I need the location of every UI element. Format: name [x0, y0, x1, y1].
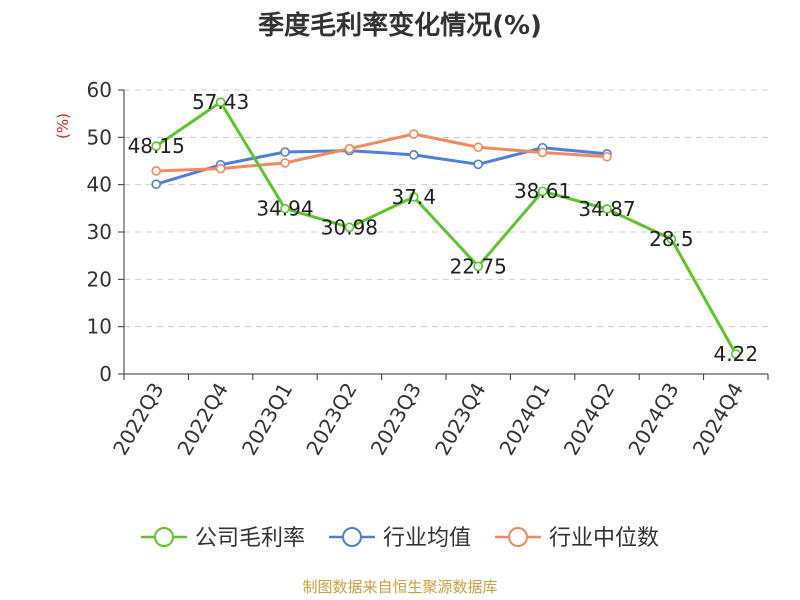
x-tick-label: 2022Q3	[108, 379, 168, 460]
legend-item: 行业中位数	[495, 526, 659, 551]
data-point	[280, 147, 290, 157]
x-tick-label: 2024Q2	[559, 379, 619, 460]
data-point	[666, 234, 677, 244]
data-point	[280, 158, 290, 168]
data-point	[537, 147, 548, 158]
x-tick-label: 2023Q4	[430, 379, 490, 460]
legend-swatch-marker	[342, 527, 362, 547]
x-tick-label: 2023Q1	[237, 379, 297, 460]
legend-item: 公司毛利率	[141, 526, 305, 551]
data-point	[344, 143, 355, 154]
legend-label: 公司毛利率	[195, 526, 305, 551]
data-point	[602, 151, 612, 162]
data-point	[408, 129, 419, 139]
data-label: 37.4	[392, 185, 437, 209]
x-tick-label: 2023Q3	[366, 379, 426, 460]
x-tick-label: 2024Q1	[494, 379, 554, 460]
data-label: 30.98	[321, 215, 378, 239]
data-label: 38.61	[514, 179, 571, 203]
data-point	[215, 163, 226, 174]
data-point	[215, 97, 226, 107]
legend-label: 行业中位数	[549, 526, 659, 551]
series-line	[156, 132, 608, 173]
data-labels: 48.15 57.43 34.94 30.98 37.4 22.75 38.61 34.87 2…	[128, 90, 758, 366]
data-point	[151, 141, 161, 151]
data-label: 34.94	[256, 197, 313, 221]
data-point	[473, 261, 484, 272]
x-tick-label: 2024Q4	[688, 379, 748, 460]
grid-lines	[124, 89, 768, 328]
y-tick-label: 10	[87, 315, 112, 339]
data-label: 28.5	[649, 227, 694, 251]
legend-swatch-marker	[508, 527, 528, 547]
data-point	[473, 159, 484, 170]
series-group	[151, 97, 741, 359]
data-point	[408, 150, 419, 160]
data-point	[473, 142, 484, 153]
data-point	[537, 186, 548, 197]
y-tick-label: 30	[87, 220, 112, 244]
data-point	[344, 222, 355, 233]
y-tick-label: 0	[99, 362, 112, 386]
data-label: 34.87	[578, 197, 635, 221]
y-axis-label: (%)	[54, 113, 72, 139]
data-label: 4.22	[714, 342, 759, 366]
chart-title: 季度毛利率变化情况(%)	[258, 10, 542, 41]
legend: 公司毛利率 行业均值 行业中位数	[141, 526, 659, 551]
legend-item: 行业均值	[329, 526, 471, 551]
x-tick-labels: 2022Q3 2022Q4 2023Q1 2023Q2 2023Q3 2023Q4 2024…	[108, 379, 748, 460]
y-tick-label: 50	[87, 125, 112, 149]
data-label: 48.15	[128, 134, 185, 158]
y-tick-label: 60	[87, 78, 112, 102]
legend-swatch-marker	[154, 527, 174, 547]
y-tick-labels: 0 10 20 30 40 50 60	[87, 78, 112, 386]
data-point	[730, 349, 741, 359]
data-point	[151, 179, 161, 189]
series-0	[151, 97, 741, 359]
series-2	[151, 129, 612, 176]
data-point	[280, 203, 290, 214]
axes	[118, 89, 769, 380]
legend-label: 行业均值	[383, 526, 471, 551]
data-point	[408, 192, 419, 202]
data-label: 22.75	[450, 254, 507, 278]
x-tick-label: 2022Q4	[172, 379, 232, 460]
data-label: 57.43	[192, 90, 249, 114]
series-line	[155, 100, 738, 355]
data-point	[602, 204, 612, 214]
y-tick-label: 40	[87, 173, 112, 197]
y-tick-label: 20	[87, 267, 112, 291]
data-point	[151, 166, 161, 176]
source-note: 制图数据来自恒生聚源数据库	[302, 578, 497, 596]
x-tick-label: 2024Q3	[623, 379, 683, 460]
x-tick-label: 2023Q2	[301, 379, 361, 460]
